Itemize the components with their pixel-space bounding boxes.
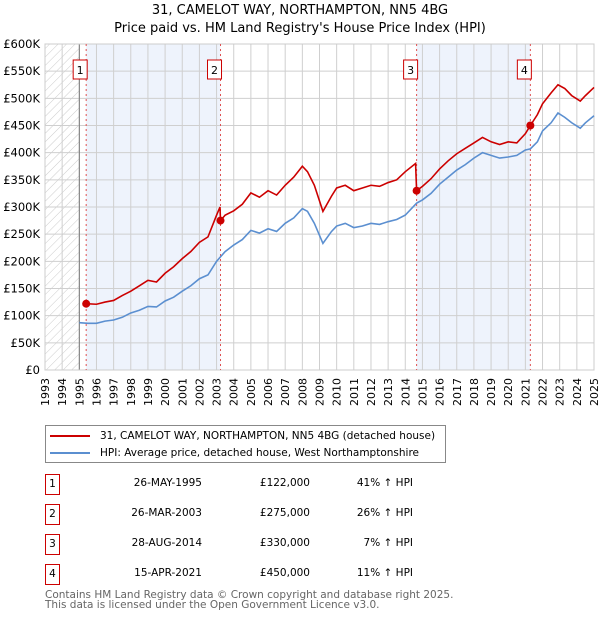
transaction-price: £122,000 [259, 477, 310, 489]
transaction-row: 2 26-MAR-2003 £275,000 26% ↑ HPI [45, 504, 465, 525]
x-tick-label: 2017 [451, 378, 464, 406]
transaction-row: 1 26-MAY-1995 £122,000 41% ↑ HPI [45, 474, 465, 495]
x-tick-label: 2005 [245, 378, 258, 406]
transaction-price: £330,000 [259, 537, 310, 549]
x-tick-label: 2022 [537, 378, 550, 406]
y-tick-label: £550K [3, 64, 40, 78]
transaction-row: 4 15-APR-2021 £450,000 11% ↑ HPI [45, 564, 465, 585]
x-tick-label: 1997 [108, 378, 121, 406]
transaction-row: 3 28-AUG-2014 £330,000 7% ↑ HPI [45, 534, 465, 555]
price-chart: 1993 1994 1995 1996 1997 1998 1999 2000 2001 2002… [3, 37, 600, 406]
transaction-date: 28-AUG-2014 [131, 537, 202, 549]
y-tick-label: £0 [25, 363, 40, 377]
transaction-hpi-change: 26% ↑ HPI [356, 507, 413, 519]
transaction-hpi-change: 11% ↑ HPI [356, 567, 413, 579]
y-tick-label: £600K [3, 37, 40, 51]
x-tick-label: 2010 [331, 378, 344, 406]
y-tick-label: £200K [3, 254, 40, 268]
transaction-price: £275,000 [259, 507, 310, 519]
x-tick-label: 2004 [228, 378, 241, 406]
footer-line-2: This data is licensed under the Open Gov… [45, 599, 380, 611]
series-line [86, 83, 595, 306]
y-tick-label: £500K [3, 91, 40, 105]
sale-label: 4 [521, 64, 528, 77]
sale-label: 2 [211, 64, 218, 77]
x-tick-label: 2021 [519, 378, 532, 406]
y-tick-label: £300K [3, 200, 40, 214]
series-line [79, 111, 595, 325]
transaction-hpi-change: 7% ↑ HPI [363, 537, 413, 549]
legend: 31, CAMELOT WAY, NORTHAMPTON, NN5 4BG (d… [45, 425, 446, 463]
y-tick-label: £350K [3, 173, 40, 187]
y-tick-label: £50K [11, 336, 41, 350]
sale-point [216, 216, 225, 225]
legend-label: HPI: Average price, detached house, West… [100, 447, 419, 459]
transaction-number: 1 [45, 474, 60, 495]
sale-label-box [72, 59, 88, 80]
x-tick-label: 2015 [416, 378, 429, 406]
transaction-date: 15-APR-2021 [134, 567, 202, 579]
x-tick-label: 2009 [314, 378, 327, 406]
y-tick-label: £400K [3, 146, 40, 160]
x-tick-label: 2019 [485, 378, 498, 406]
sale-label: 1 [77, 64, 84, 77]
x-tick-label: 2011 [348, 378, 361, 406]
transaction-number: 3 [45, 534, 60, 555]
y-tick-label: £250K [3, 227, 40, 241]
transaction-hpi-change: 41% ↑ HPI [356, 477, 413, 489]
legend-item-hpi: HPI: Average price, detached house, West… [50, 445, 419, 461]
x-tick-label: 1995 [73, 378, 86, 406]
chart-title: 31, CAMELOT WAY, NORTHAMPTON, NN5 4BG Pr… [0, 2, 600, 38]
transaction-price: £450,000 [259, 567, 310, 579]
legend-label: 31, CAMELOT WAY, NORTHAMPTON, NN5 4BG (d… [100, 430, 436, 442]
x-tick-label: 1999 [142, 378, 155, 406]
x-tick-label: 2023 [554, 378, 567, 406]
legend-swatch-red [50, 435, 90, 437]
legend-swatch-blue [50, 452, 90, 454]
sale-label-box [516, 59, 532, 80]
x-tick-label: 1998 [125, 378, 138, 406]
x-tick-label: 2007 [279, 378, 292, 406]
x-tick-label: 2014 [399, 378, 412, 406]
x-tick-label: 2006 [262, 378, 275, 406]
sale-label-box [207, 59, 223, 80]
x-tick-label: 2018 [468, 378, 481, 406]
sale-label: 3 [407, 64, 414, 77]
x-tick-label: 2000 [159, 378, 172, 406]
x-tick-label: 2025 [588, 378, 600, 406]
transaction-number: 2 [45, 504, 60, 525]
transaction-date: 26-MAY-1995 [133, 477, 202, 489]
x-tick-label: 1996 [90, 378, 103, 406]
x-tick-label: 2001 [176, 378, 189, 406]
x-tick-label: 2008 [296, 378, 309, 406]
x-tick-label: 2013 [382, 378, 395, 406]
x-tick-label: 1994 [56, 378, 69, 406]
x-tick-label: 2003 [211, 378, 224, 406]
legend-item-property: 31, CAMELOT WAY, NORTHAMPTON, NN5 4BG (d… [50, 428, 435, 444]
title-line: 31, CAMELOT WAY, NORTHAMPTON, NN5 4BG [151, 3, 449, 18]
sale-label-box [403, 59, 419, 80]
transaction-date: 26-MAR-2003 [131, 507, 202, 519]
y-tick-label: £450K [3, 119, 40, 133]
sale-point [526, 121, 535, 130]
x-tick-label: 2020 [502, 378, 515, 406]
footer: Contains HM Land Registry data © Crown c… [45, 589, 454, 611]
sale-point [412, 186, 421, 195]
plot-border [44, 43, 595, 371]
x-tick-label: 2012 [365, 378, 378, 406]
x-tick-label: 1993 [39, 378, 52, 406]
y-tick-label: £100K [3, 309, 40, 323]
transaction-number: 4 [45, 564, 60, 585]
y-tick-label: £150K [3, 282, 40, 296]
footer-line-1: Contains HM Land Registry data © Crown c… [45, 589, 454, 601]
sale-point [82, 299, 91, 308]
x-tick-label: 2016 [434, 378, 447, 406]
subtitle-line: Price paid vs. HM Land Registry's House … [114, 21, 486, 36]
x-tick-label: 2002 [193, 378, 206, 406]
x-tick-label: 2024 [571, 378, 584, 406]
